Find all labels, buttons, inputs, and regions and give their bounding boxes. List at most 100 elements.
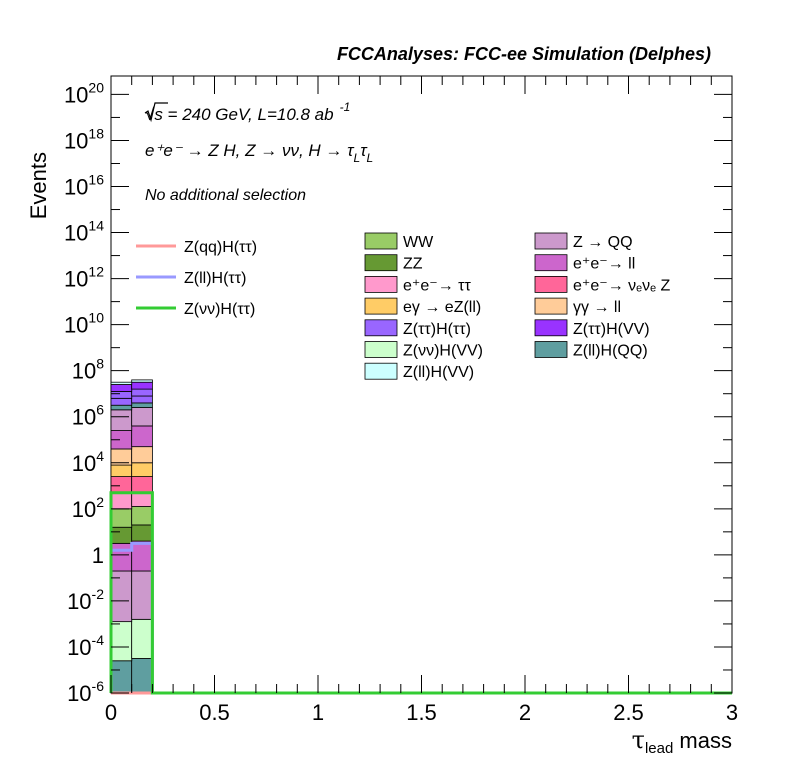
stack-bin (131, 492, 153, 507)
stack-bin (110, 526, 133, 544)
legend-label: eγ → eZ(ll) (403, 299, 481, 316)
legend-swatch (364, 254, 398, 272)
overlay-series-line (109, 491, 732, 695)
x-tick-label: 2 (519, 700, 531, 725)
stack-bin (131, 407, 153, 427)
legend-label: Z(ττ)H(ττ) (403, 321, 471, 338)
energy-annotation: √s = 240 GeV, L=10.8 ab -1 (145, 100, 350, 124)
stack-bin (110, 384, 133, 392)
stack-bin (110, 570, 133, 623)
y-tick-label: 10-6 (67, 678, 104, 706)
x-axis-label-symbol: τ (632, 726, 645, 754)
legend-label: e⁺e⁻→ ττ (403, 277, 471, 294)
y-tick-label: 104 (72, 448, 104, 476)
legend-label: ZZ (403, 256, 423, 273)
legend-swatch (534, 254, 568, 272)
legend-label: Z(ll)H(QQ) (573, 343, 648, 360)
annotations: √s = 240 GeV, L=10.8 ab -1 e⁺e⁻ → Z H, Z … (144, 100, 373, 204)
legend-swatch (364, 297, 398, 315)
x-tick-labels: 0 0.5 1 1.5 2 2.5 3 (105, 700, 738, 725)
y-tick-label: 10-4 (67, 632, 104, 660)
legend-swatch (364, 341, 398, 358)
stack-bin (110, 391, 133, 399)
legend-label: γγ → ll (573, 299, 621, 316)
legend-label: e⁺e⁻→ νₑνₑ Z (573, 277, 670, 294)
stack-bin (110, 621, 133, 662)
selection-annotation: No additional selection (145, 187, 306, 204)
legend-stack: WW ZZ e⁺e⁻→ ττ eγ → eZ(ll) Z(ττ)H(ττ) Z(νν)H(… (364, 232, 670, 381)
y-tick-label: 1012 (64, 264, 104, 292)
legend-swatch (534, 275, 568, 293)
y-tick-label: 1014 (64, 218, 104, 246)
stack-bin (110, 381, 133, 385)
chart-title: FCCAnalyses: FCC-ee Simulation (Delphes) (337, 44, 711, 64)
process-annotation: e⁺e⁻ → Z H, Z → νν, H → τLτL (145, 141, 373, 165)
legend-label: Z(νν)H(VV) (403, 343, 483, 360)
stack-bin (131, 506, 153, 526)
sqrt-sign-icon (144, 102, 168, 123)
y-tick-label: 102 (72, 494, 104, 522)
legend-swatch (534, 297, 568, 315)
x-axis-label-text: mass (673, 728, 732, 753)
y-tick-label: 1010 (64, 310, 104, 338)
axis-ticks (110, 76, 733, 694)
x-tick-label: 2.5 (613, 700, 644, 725)
legend-label: Z(qq)H(ττ) (184, 239, 257, 256)
stack-bin (110, 409, 133, 431)
stack-bin (110, 508, 133, 528)
stack-bin (131, 570, 153, 620)
x-axis-label: τlead mass (632, 726, 732, 757)
legend-swatch (364, 232, 398, 250)
process-subscript-1: L (354, 151, 361, 165)
y-tick-label: 1016 (64, 172, 104, 200)
process-text: e⁺e⁻ → Z H, Z → νν, H → τ (145, 141, 355, 160)
process-subscript-2: L (367, 151, 374, 165)
legend-label: Z(νν)H(ττ) (184, 301, 255, 318)
y-tick-label: 10-2 (67, 586, 104, 614)
stack-bin (110, 397, 133, 406)
legend-swatch (534, 341, 568, 358)
stack-bin (131, 446, 153, 464)
legend-overlays: Z(qq)H(ττ) Z(ll)H(ττ) Z(νν)H(ττ) (136, 239, 257, 318)
legend-label: Z(ττ)H(VV) (573, 321, 650, 338)
energy-text: √s = 240 GeV, L=10.8 ab (145, 105, 334, 124)
stack-bin (131, 462, 153, 477)
x-axis-label-subscript: lead (645, 740, 673, 757)
x-tick-label: 3 (726, 700, 738, 725)
legend-label: Z(ll)H(VV) (403, 364, 474, 381)
legend-label: WW (403, 234, 434, 251)
stack-bin (110, 404, 133, 411)
y-tick-label: 106 (72, 402, 104, 430)
stack-bin (110, 464, 133, 477)
legend-label: Z → QQ (573, 234, 633, 251)
overlay-series-line (109, 541, 732, 695)
stack-bin (110, 476, 133, 494)
legend-swatch (534, 319, 568, 337)
stack-bin (131, 425, 153, 448)
y-tick-labels: 1020 1018 1016 1014 1012 1010 108 106 104 102 1 10-… (64, 79, 104, 706)
overlay-lines (109, 491, 732, 695)
process-tau-2: τ (360, 141, 368, 160)
x-tick-label: 1.5 (406, 700, 437, 725)
stack-bin (131, 540, 153, 572)
stack-bin (131, 381, 153, 390)
stack-bin (131, 402, 153, 408)
legend-swatch (364, 319, 398, 337)
legend-swatch (364, 362, 398, 380)
legend-label: e⁺e⁻→ ll (573, 256, 635, 273)
stack-bin (131, 618, 153, 659)
energy-superscript: -1 (340, 100, 351, 114)
y-tick-label: 108 (72, 356, 104, 384)
x-tick-label: 0.5 (199, 700, 230, 725)
y-tick-label: 1 (92, 543, 104, 568)
stack-bin (131, 476, 153, 494)
x-tick-label: 0 (105, 700, 117, 725)
y-axis-label: Events (26, 152, 51, 219)
stack-bin (110, 542, 133, 572)
stacked-histogram (110, 379, 153, 694)
y-tick-label: 1018 (64, 125, 104, 153)
legend-swatch (534, 232, 568, 250)
stack-bin (131, 379, 153, 383)
stack-bin (110, 492, 133, 510)
